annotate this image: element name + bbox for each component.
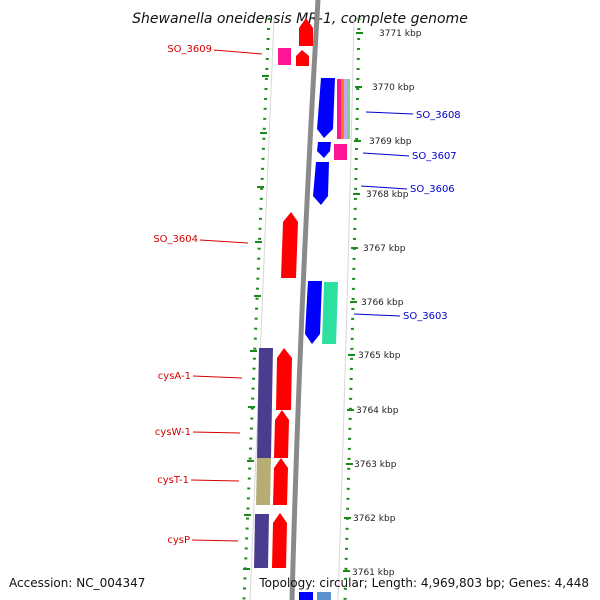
gene-label: SO_3608 <box>416 110 461 121</box>
forward-strand-features <box>272 18 313 568</box>
gene-label: cysT-1 <box>157 475 189 486</box>
scale-label: 3770 kbp <box>372 83 415 93</box>
reverse-gene-arrow <box>317 78 335 138</box>
gene-label: SO_3607 <box>412 151 457 162</box>
forward-gene-arrow <box>273 458 288 505</box>
scale-label: 3766 kbp <box>361 298 404 308</box>
cog-block <box>256 458 271 505</box>
gene-label: cysW-1 <box>155 427 191 438</box>
bottom-partial-features <box>299 592 331 600</box>
label-leader-line <box>192 375 243 379</box>
inner-major-ticks <box>243 75 269 570</box>
gene-label: SO_3609 <box>167 44 212 55</box>
accession-text: Accession: NC_004347 <box>9 576 145 590</box>
cog-block <box>322 282 338 344</box>
partial-feature <box>317 592 331 600</box>
gene-label: cysP <box>167 535 190 546</box>
reverse-gene-arrow <box>305 281 322 344</box>
label-leader-line <box>192 431 241 434</box>
label-leader-line <box>190 479 240 482</box>
inner-ring-boundary <box>249 17 275 600</box>
label-leader-line <box>353 313 401 317</box>
genome-backbone <box>289 0 321 600</box>
cog-block <box>347 79 350 139</box>
label-leader-line <box>365 111 414 115</box>
forward-gene-arrow <box>299 18 313 46</box>
cog-block <box>334 144 347 160</box>
gene-label: SO_3603 <box>403 311 448 322</box>
label-leader-line <box>360 185 408 190</box>
label-leader-line <box>199 239 249 244</box>
reverse-gene-arrow <box>317 142 331 158</box>
cog-block <box>337 79 341 139</box>
outer-major-ticks <box>343 32 363 572</box>
gene-label: SO_3606 <box>410 184 455 195</box>
scale-label: 3764 kbp <box>356 406 399 416</box>
cog-block <box>278 48 291 65</box>
scale-label: 3761 kbp <box>352 568 395 578</box>
gene-label: SO_3604 <box>153 234 198 245</box>
reverse-gene-labels: SO_3608 SO_3607 SO_3606 SO_3603 <box>353 110 461 322</box>
inner-tick-ring <box>242 17 271 600</box>
label-leader-line <box>191 539 239 542</box>
forward-gene-arrow <box>272 513 287 568</box>
label-leader-line <box>362 152 410 157</box>
label-leader-line <box>213 49 263 55</box>
reverse-strand-features <box>305 78 335 344</box>
scale-label: 3762 kbp <box>353 514 396 524</box>
scale-label: 3767 kbp <box>363 244 406 254</box>
forward-cog-blocks <box>254 48 291 568</box>
scale-label: 3771 kbp <box>379 29 422 39</box>
scale-label: 3765 kbp <box>358 351 401 361</box>
cog-block <box>254 514 269 568</box>
topology-text: Topology: circular; Length: 4,969,803 bp… <box>258 576 589 590</box>
forward-gene-labels: SO_3609 SO_3604 cysA-1 cysW-1 cysT-1 cys… <box>153 44 263 546</box>
scale-label: 3768 kbp <box>366 190 409 200</box>
cog-block <box>257 348 273 458</box>
gene-label: cysA-1 <box>158 371 191 382</box>
map-title: Shewanella oneidensis MR-1, complete gen… <box>132 11 468 27</box>
scale-label: 3763 kbp <box>354 460 397 470</box>
forward-gene-arrow <box>296 50 309 66</box>
scale-labels: 3771 kbp 3770 kbp 3769 kbp 3768 kbp 3767… <box>352 29 422 578</box>
scale-label: 3769 kbp <box>369 137 412 147</box>
outer-ring-boundary <box>337 17 355 600</box>
forward-gene-arrow <box>276 348 292 410</box>
partial-feature <box>299 592 313 600</box>
cog-block <box>341 79 344 139</box>
cog-block <box>344 79 347 139</box>
forward-gene-arrow <box>274 410 289 458</box>
reverse-gene-arrow <box>313 162 329 205</box>
reverse-cog-blocks <box>322 79 350 344</box>
forward-gene-arrow <box>281 212 298 278</box>
